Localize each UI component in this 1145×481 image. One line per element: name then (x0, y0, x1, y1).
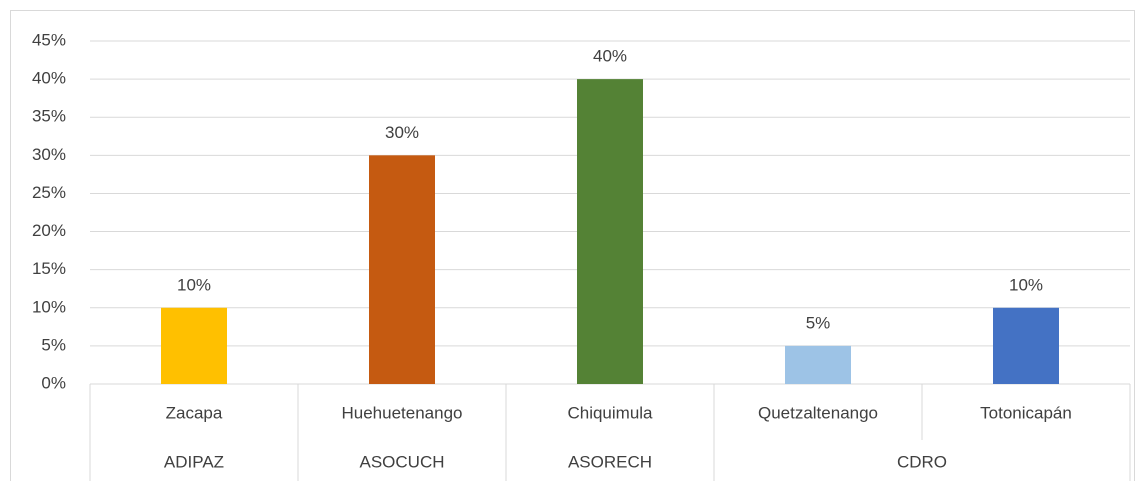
y-tick-label: 40% (32, 69, 66, 88)
data-label: 30% (385, 123, 419, 142)
y-tick-label: 25% (32, 183, 66, 202)
x-tick-label: Quetzaltenango (758, 403, 878, 422)
y-tick-label: 5% (41, 335, 66, 354)
x-tick-label: Zacapa (166, 403, 223, 422)
data-label: 5% (806, 313, 831, 332)
bar (785, 345, 851, 384)
y-tick-label: 10% (32, 297, 66, 316)
data-label: 10% (1009, 275, 1043, 294)
y-tick-label: 15% (32, 259, 66, 278)
chart-border (10, 10, 1135, 481)
x-tick-label: Chiquimula (567, 403, 653, 422)
group-label: ASOCUCH (359, 452, 444, 471)
group-label: ASORECH (568, 452, 652, 471)
x-tick-label: Totonicapán (980, 403, 1072, 422)
bar (369, 155, 435, 384)
y-tick-label: 20% (32, 221, 66, 240)
bar (161, 307, 227, 384)
data-label: 40% (593, 47, 627, 66)
y-tick-label: 0% (41, 373, 66, 392)
group-label: CDRO (897, 452, 947, 471)
bar (577, 79, 643, 384)
y-tick-label: 30% (32, 145, 66, 164)
bar (993, 307, 1059, 384)
y-tick-label: 45% (32, 30, 66, 49)
x-tick-label: Huehuetenango (341, 403, 462, 422)
group-label: ADIPAZ (164, 452, 224, 471)
y-tick-label: 35% (32, 107, 66, 126)
data-label: 10% (177, 275, 211, 294)
